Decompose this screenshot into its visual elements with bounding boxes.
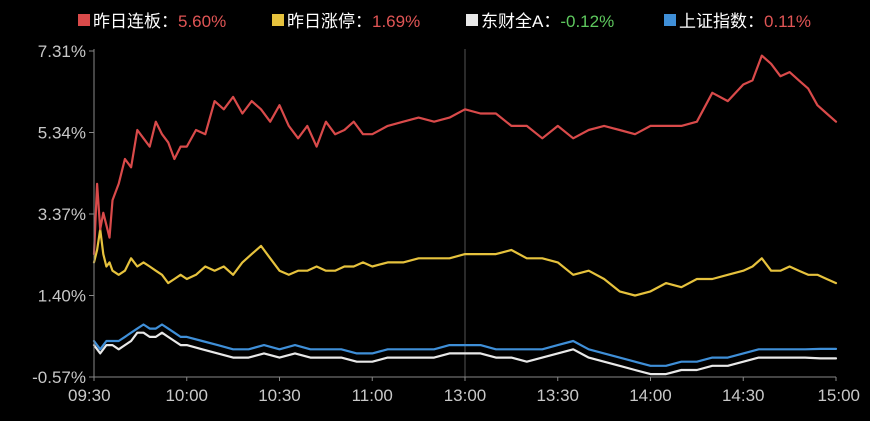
y-tick-label: 7.31% xyxy=(38,42,86,61)
legend-item-4[interactable]: 上证指数：0.11% xyxy=(664,12,811,31)
y-tick-label: 5.34% xyxy=(38,124,86,143)
series-line-2 xyxy=(92,228,838,297)
legend-series-value: 5.60% xyxy=(178,12,226,31)
legend-series-name: 上证指数： xyxy=(679,12,764,31)
y-tick-label: 3.37% xyxy=(38,205,86,224)
y-tick-label: -0.57% xyxy=(32,368,86,387)
legend-series-value: 1.69% xyxy=(372,12,420,31)
chart-legend: 昨日连板：5.60% 昨日涨停：1.69% 东财全A：-0.12% 上证指数：0.11… xyxy=(78,12,811,31)
legend-label: 昨日涨停：1.69% xyxy=(287,12,420,31)
legend-series-value: 0.11% xyxy=(764,12,811,31)
legend-swatch xyxy=(78,14,90,26)
series-line-4 xyxy=(92,323,838,367)
legend-item-1[interactable]: 昨日连板：5.60% xyxy=(78,12,226,31)
legend-swatch xyxy=(466,14,478,26)
legend-series-value: -0.12% xyxy=(560,12,614,31)
legend-swatch xyxy=(664,14,676,26)
chart-axes: 7.31% 5.34% 3.37% 1.40% -0.57%09:30 10:00 10:3… xyxy=(32,42,860,405)
x-tick-label: 15:00 xyxy=(817,386,860,405)
legend-series-name: 昨日连板： xyxy=(93,12,178,31)
legend-series-name: 昨日涨停： xyxy=(287,12,372,31)
x-tick-label: 09:30 xyxy=(68,386,111,405)
x-tick-label: 10:00 xyxy=(165,386,208,405)
legend-item-3[interactable]: 东财全A：-0.12% xyxy=(466,12,614,31)
x-tick-label: 14:00 xyxy=(629,386,672,405)
legend-label: 上证指数：0.11% xyxy=(679,12,811,31)
x-tick-label: 13:30 xyxy=(536,386,579,405)
x-tick-label: 13:00 xyxy=(444,386,487,405)
series-line-3 xyxy=(92,331,838,376)
x-tick-label: 10:30 xyxy=(258,386,301,405)
legend-item-2[interactable]: 昨日涨停：1.69% xyxy=(272,12,420,31)
legend-label: 昨日连板：5.60% xyxy=(93,12,226,31)
series-line-1 xyxy=(92,54,838,256)
legend-swatch xyxy=(272,14,284,26)
legend-series-name: 东财全A： xyxy=(481,12,560,31)
legend-label: 东财全A：-0.12% xyxy=(481,12,614,31)
x-tick-label: 11:00 xyxy=(352,386,393,405)
chart-series xyxy=(92,54,838,376)
y-tick-label: 1.40% xyxy=(38,287,86,306)
x-tick-label: 14:30 xyxy=(722,386,765,405)
